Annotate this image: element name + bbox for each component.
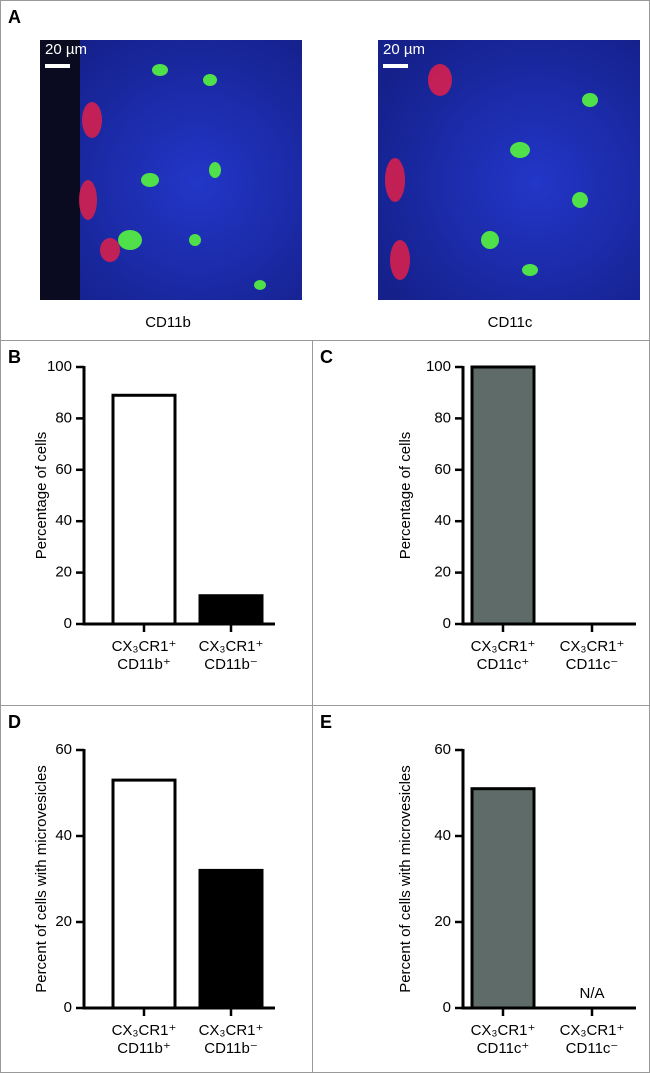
scale-bar-label: 20 µm (45, 41, 87, 58)
image (378, 40, 640, 300)
x-tick-label: CX₃CR1⁺ CD11c⁻ (559, 1022, 625, 1057)
x-tick-label: CX₃CR1⁺ CD11c⁺ (470, 1022, 536, 1057)
y-axis-label: Percent of cells with microvesicles (33, 765, 50, 993)
bar (470, 365, 536, 626)
y-tick-label: 0 (443, 999, 451, 1016)
bar (470, 787, 536, 1010)
bar (198, 868, 264, 1010)
bar (111, 778, 177, 1010)
x-tick-label: CX₃CR1⁺ CD11b⁻ (198, 638, 264, 673)
y-tick-label: 20 (55, 564, 72, 581)
y-tick-label: 0 (64, 999, 72, 1016)
y-tick-label: 100 (47, 358, 72, 375)
x-tick-label: CX₃CR1⁺ CD11b⁺ (111, 1022, 177, 1057)
y-tick-label: 80 (434, 409, 451, 426)
y-tick-label: 0 (443, 615, 451, 632)
y-tick-label: 40 (55, 827, 72, 844)
panel-label: E (320, 712, 332, 732)
panel-label: B (8, 347, 21, 367)
scale-bar-label: 20 µm (383, 41, 425, 58)
x-tick-label: CX₃CR1⁺ CD11b⁺ (111, 638, 177, 673)
y-tick-label: 60 (434, 461, 451, 478)
image-caption: CD11c (488, 314, 533, 331)
y-axis-label: Percentage of cells (33, 432, 50, 560)
y-tick-label: 60 (55, 461, 72, 478)
y-tick-label: 0 (64, 615, 72, 632)
bar (111, 393, 177, 626)
y-tick-label: 80 (55, 409, 72, 426)
panel-label: A (8, 7, 21, 27)
image-caption: CD11b (145, 314, 191, 331)
image (40, 40, 302, 300)
x-tick-label: CX₃CR1⁺ CD11c⁺ (470, 638, 536, 673)
panel-label: C (320, 347, 333, 367)
y-axis-label: Percentage of cells (397, 432, 414, 560)
x-tick-label: CX₃CR1⁺ CD11c⁻ (559, 638, 625, 673)
micrograph: 20 µm (40, 40, 302, 300)
y-tick-label: 100 (426, 358, 451, 375)
micrograph: 20 µm (378, 40, 640, 300)
y-tick-label: 20 (55, 913, 72, 930)
y-tick-label: 20 (434, 913, 451, 930)
y-tick-label: 40 (55, 512, 72, 529)
value-label: N/A (579, 985, 604, 1002)
y-tick-label: 60 (55, 741, 72, 758)
y-axis-label: Percent of cells with microvesicles (397, 765, 414, 993)
bar (198, 594, 264, 626)
y-tick-label: 40 (434, 827, 451, 844)
y-tick-label: 60 (434, 741, 451, 758)
panel-label: D (8, 712, 21, 732)
x-tick-label: CX₃CR1⁺ CD11b⁻ (198, 1022, 264, 1057)
y-tick-label: 40 (434, 512, 451, 529)
image-edge (40, 40, 80, 300)
y-tick-label: 20 (434, 564, 451, 581)
